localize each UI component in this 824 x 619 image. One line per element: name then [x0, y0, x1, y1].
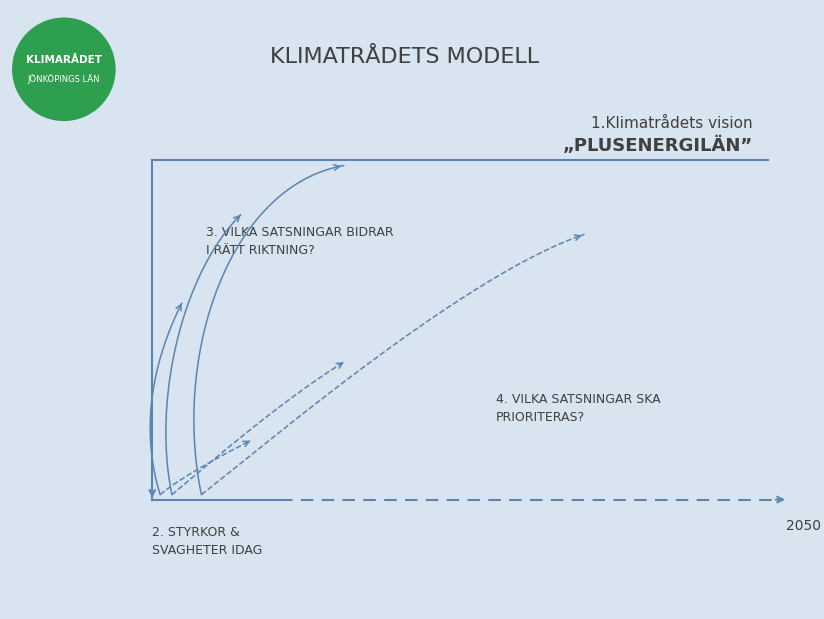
Circle shape — [12, 18, 115, 120]
Text: „PLUSENERGILÄN”: „PLUSENERGILÄN” — [563, 137, 753, 155]
Text: JÖNKÖPINGS LÄN: JÖNKÖPINGS LÄN — [28, 74, 100, 84]
Text: KLIMATRÅDETS MODELL: KLIMATRÅDETS MODELL — [270, 47, 540, 67]
Text: 2. STYRKOR &
SVAGHETER IDAG: 2. STYRKOR & SVAGHETER IDAG — [152, 526, 263, 557]
Text: 1.Klimatrådets vision: 1.Klimatrådets vision — [592, 116, 753, 131]
Text: 4. VILKA SATSNINGAR SKA
PRIORITERAS?: 4. VILKA SATSNINGAR SKA PRIORITERAS? — [496, 394, 661, 425]
Text: KLIMARÅDET: KLIMARÅDET — [26, 54, 102, 64]
Text: 3. VILKA SATSNINGAR BIDRAR
I RÄTT RIKTNING?: 3. VILKA SATSNINGAR BIDRAR I RÄTT RIKTNI… — [206, 227, 394, 258]
Text: 2050: 2050 — [786, 519, 821, 533]
